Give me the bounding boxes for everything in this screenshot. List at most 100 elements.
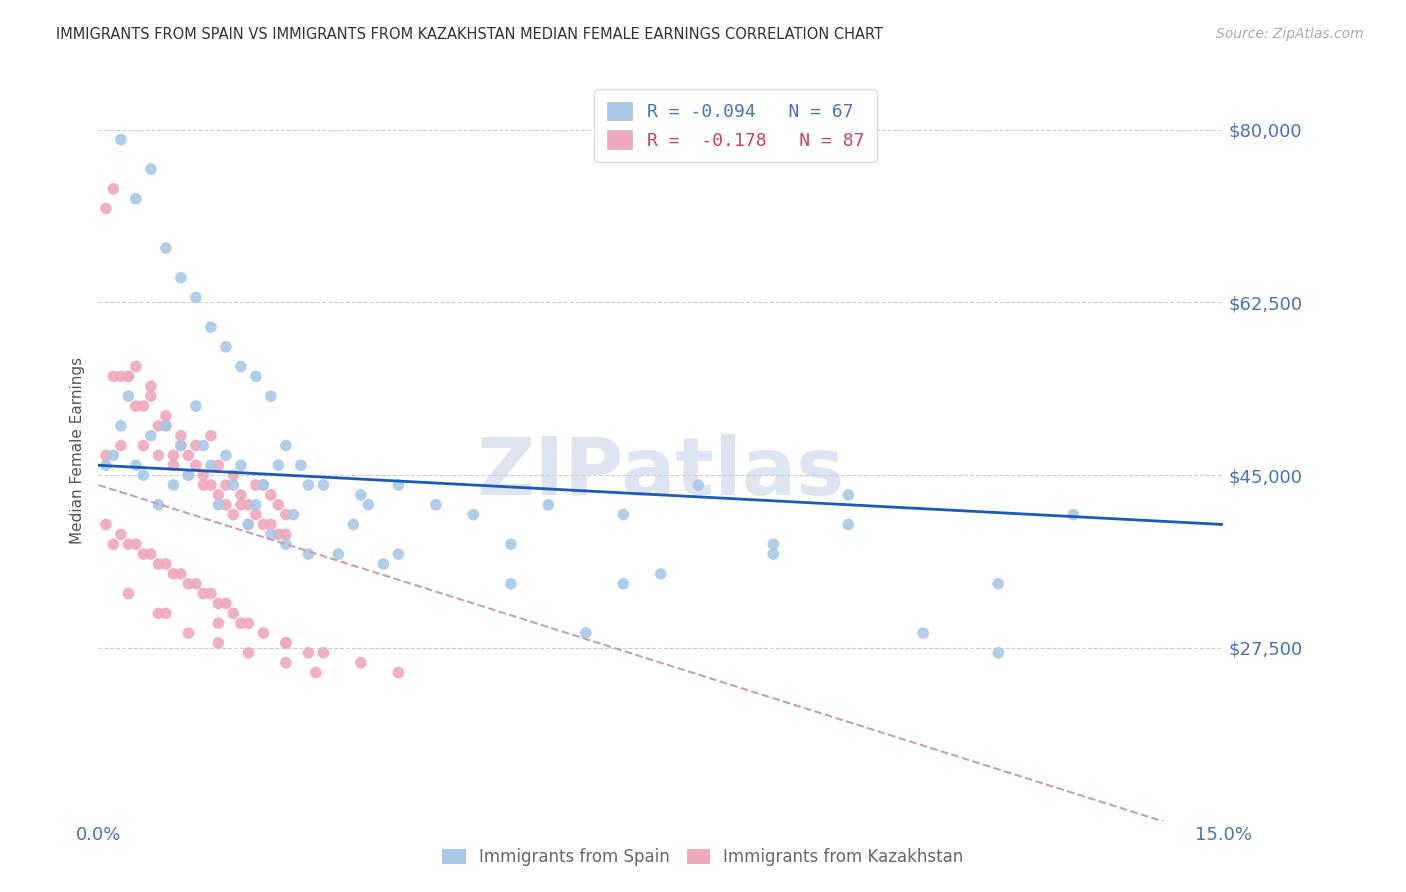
Point — [110, 369, 132, 384]
Point — [245, 498, 267, 512]
Point — [274, 537, 297, 551]
Point — [260, 517, 283, 532]
Point — [170, 270, 193, 285]
Point — [267, 458, 290, 473]
Point — [132, 438, 155, 452]
Point — [387, 665, 409, 680]
Point — [184, 458, 207, 473]
Point — [252, 478, 274, 492]
Text: Source: ZipAtlas.com: Source: ZipAtlas.com — [1216, 27, 1364, 41]
Point — [342, 517, 364, 532]
Point — [238, 616, 260, 631]
Y-axis label: Median Female Earnings: Median Female Earnings — [69, 357, 84, 544]
Point — [283, 508, 305, 522]
Point — [148, 418, 170, 433]
Point — [373, 557, 395, 571]
Point — [762, 537, 785, 551]
Point — [132, 547, 155, 561]
Point — [200, 428, 222, 442]
Point — [148, 498, 170, 512]
Point — [387, 478, 409, 492]
Text: ZIPatlas: ZIPatlas — [477, 434, 845, 512]
Point — [170, 428, 193, 442]
Point — [245, 478, 267, 492]
Point — [148, 607, 170, 621]
Point — [499, 537, 522, 551]
Point — [132, 399, 155, 413]
Point — [215, 597, 238, 611]
Point — [103, 449, 125, 463]
Point — [290, 458, 312, 473]
Point — [125, 192, 148, 206]
Point — [1062, 508, 1084, 522]
Point — [297, 478, 319, 492]
Point — [155, 418, 177, 433]
Point — [103, 182, 125, 196]
Point — [200, 458, 222, 473]
Point — [148, 449, 170, 463]
Point — [207, 616, 229, 631]
Point — [274, 636, 297, 650]
Point — [170, 566, 193, 581]
Point — [177, 576, 200, 591]
Point — [162, 449, 184, 463]
Point — [312, 478, 335, 492]
Point — [267, 527, 290, 541]
Point — [987, 576, 1010, 591]
Point — [425, 498, 447, 512]
Point — [350, 488, 373, 502]
Point — [162, 566, 184, 581]
Point — [312, 646, 335, 660]
Point — [274, 508, 297, 522]
Point — [238, 646, 260, 660]
Point — [177, 468, 200, 483]
Point — [350, 656, 373, 670]
Point — [215, 478, 238, 492]
Point — [162, 458, 184, 473]
Point — [184, 290, 207, 304]
Point — [612, 576, 634, 591]
Point — [274, 438, 297, 452]
Point — [215, 340, 238, 354]
Point — [200, 478, 222, 492]
Point — [252, 478, 274, 492]
Point — [94, 517, 117, 532]
Point — [207, 488, 229, 502]
Point — [162, 478, 184, 492]
Legend: Immigrants from Spain, Immigrants from Kazakhstan: Immigrants from Spain, Immigrants from K… — [434, 840, 972, 875]
Point — [297, 547, 319, 561]
Point — [229, 616, 252, 631]
Point — [229, 488, 252, 502]
Point — [125, 537, 148, 551]
Point — [499, 576, 522, 591]
Point — [207, 458, 229, 473]
Point — [110, 132, 132, 146]
Point — [245, 369, 267, 384]
Point — [650, 566, 672, 581]
Point — [125, 359, 148, 374]
Point — [245, 508, 267, 522]
Point — [238, 517, 260, 532]
Point — [222, 468, 245, 483]
Point — [200, 320, 222, 334]
Point — [193, 586, 215, 600]
Point — [184, 576, 207, 591]
Point — [297, 646, 319, 660]
Point — [215, 449, 238, 463]
Point — [274, 636, 297, 650]
Point — [117, 537, 139, 551]
Point — [103, 537, 125, 551]
Point — [200, 586, 222, 600]
Point — [193, 468, 215, 483]
Point — [117, 586, 139, 600]
Point — [837, 517, 859, 532]
Point — [229, 498, 252, 512]
Point — [260, 527, 283, 541]
Point — [155, 607, 177, 621]
Point — [207, 498, 229, 512]
Point — [139, 428, 162, 442]
Point — [110, 418, 132, 433]
Point — [132, 468, 155, 483]
Point — [177, 449, 200, 463]
Point — [463, 508, 485, 522]
